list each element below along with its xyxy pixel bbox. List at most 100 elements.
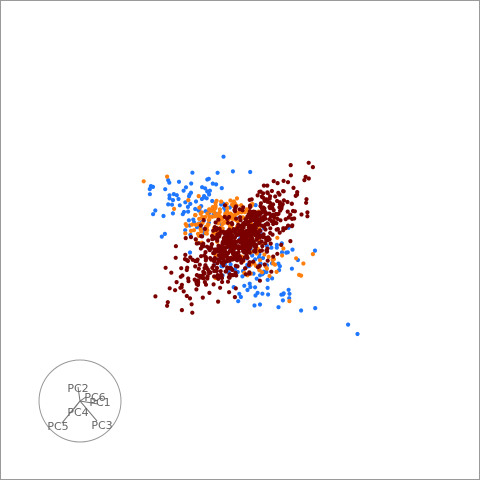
series-3-point [281, 198, 286, 203]
series-3-point [252, 222, 257, 227]
series-1-point [274, 242, 279, 247]
series-3-point [240, 208, 245, 213]
axis-label-pc3: PC3 [91, 419, 112, 432]
series-3-point [165, 300, 170, 305]
series-2-point [272, 262, 278, 267]
series-3-point [242, 223, 247, 228]
series-1-point [161, 213, 166, 219]
axes-circle [38, 359, 122, 443]
series-3-point [248, 205, 253, 210]
series-3-point [278, 218, 283, 223]
series-3-point [289, 201, 294, 206]
series-3-point [286, 223, 291, 228]
series-2-point [287, 299, 292, 304]
series-3-point [305, 210, 310, 215]
series-3-point [247, 260, 252, 265]
series-3-point [222, 214, 227, 219]
series-3-point [265, 190, 270, 195]
series-1-point [151, 212, 156, 217]
series-3-point [227, 214, 232, 220]
series-1-point [150, 184, 156, 189]
series-3-point [237, 229, 242, 234]
series-1-point [170, 198, 176, 203]
series-3-point [257, 240, 262, 245]
series-3-point [219, 260, 224, 265]
series-3-point [216, 217, 221, 222]
series-1-point [177, 203, 182, 208]
series-3-point [224, 245, 229, 250]
series-3-point [236, 250, 241, 255]
series-1-point [176, 196, 181, 202]
series-3-point [275, 251, 280, 256]
series-2-point [186, 198, 191, 203]
series-3-point [261, 232, 266, 237]
series-3-point [272, 215, 277, 220]
series-3-point [271, 254, 276, 259]
series-2-point [212, 210, 217, 215]
series-3-point [261, 217, 266, 222]
series-3-point [273, 194, 278, 199]
series-3-point [169, 270, 174, 275]
series-3-point [252, 243, 257, 248]
series-3-point [256, 210, 261, 215]
series-3-point [190, 257, 195, 262]
series-3-point [265, 221, 270, 226]
series-1-point [221, 154, 226, 159]
series-2-point [266, 254, 271, 259]
series-3-point [252, 230, 257, 235]
series-1-point [265, 285, 270, 290]
series-3-point [214, 227, 219, 232]
series-3-point [235, 264, 240, 269]
series-2-point [301, 261, 306, 266]
series-3-point [240, 243, 245, 248]
series-3-point [202, 253, 207, 258]
series-3-point [293, 193, 298, 198]
series-3-point [245, 231, 250, 236]
series-3-point [215, 236, 220, 241]
series-3-point [262, 262, 267, 267]
series-1-point [191, 217, 196, 222]
series-3-point [209, 242, 214, 247]
series-3-point [268, 241, 273, 246]
series-3-point [234, 216, 239, 221]
series-3-point [304, 200, 309, 205]
series-3-point [285, 180, 291, 185]
series-2-point [228, 198, 233, 203]
series-3-point [200, 295, 205, 300]
series-3-point [241, 250, 247, 255]
points-layer [141, 154, 360, 337]
series-1-point [279, 292, 284, 297]
series-1-point [188, 201, 193, 206]
series-1-point [183, 200, 188, 205]
series-3-point [165, 303, 170, 308]
series-1-point [355, 331, 360, 337]
series-3-point [232, 240, 237, 245]
axis-line-pc2 [77, 386, 81, 402]
series-3-point [251, 217, 256, 223]
series-3-point [163, 265, 168, 270]
series-3-point [247, 250, 252, 255]
series-2-point [165, 174, 170, 179]
series-3-point [234, 273, 239, 278]
series-3-point [201, 217, 206, 223]
series-3-point [288, 173, 293, 178]
series-1-point [253, 293, 258, 298]
series-3-point [269, 269, 274, 274]
series-3-point [202, 265, 207, 271]
series-2-point [141, 179, 146, 184]
series-1-point [236, 299, 241, 304]
series-3-point [178, 285, 183, 290]
series-1-point [186, 218, 191, 223]
series-1-point [287, 291, 292, 296]
series-3-point [225, 251, 230, 256]
series-1-point [181, 188, 186, 193]
series-3-point [275, 227, 280, 232]
series-3-point [183, 236, 188, 241]
series-3-point [229, 220, 234, 226]
series-3-point [199, 234, 204, 239]
series-1-point [210, 181, 215, 186]
series-3-point [190, 310, 195, 315]
series-2-point [280, 253, 285, 258]
series-3-point [295, 190, 300, 195]
series-3-point [227, 290, 232, 295]
